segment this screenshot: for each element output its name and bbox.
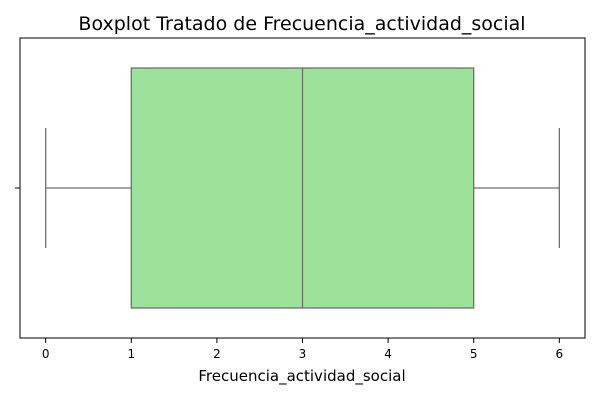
x-axis: 0 1 2 3 4 5 6 [42,338,563,361]
chart-title: Boxplot Tratado de Frecuencia_actividad_… [78,13,525,35]
x-tick-label: 1 [127,347,135,361]
x-tick-label: 2 [213,347,221,361]
x-tick-label: 0 [42,347,50,361]
x-tick-label: 4 [384,347,392,361]
marks-layer [45,67,560,309]
x-tick-label: 3 [299,347,307,361]
x-axis-label: Frecuencia_actividad_social [198,367,405,386]
x-tick-label: 5 [470,347,478,361]
x-tick-label: 6 [555,347,563,361]
